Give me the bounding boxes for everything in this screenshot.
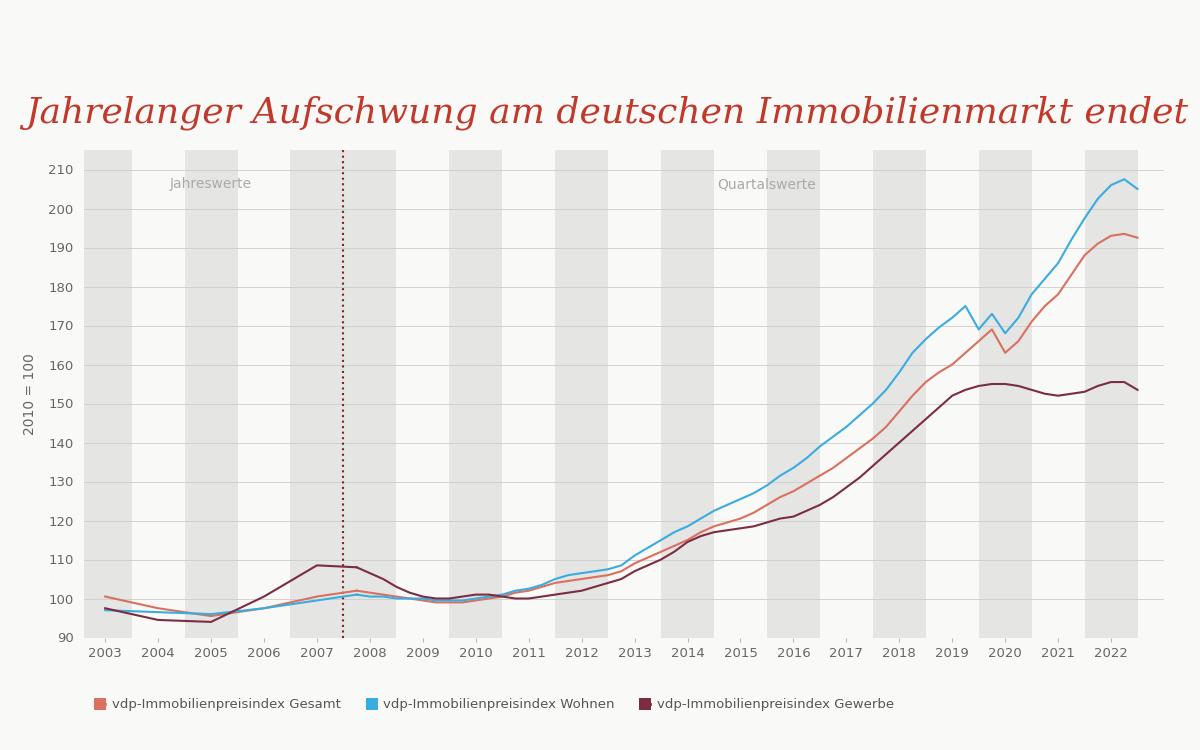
Bar — [872, 150, 925, 638]
Bar — [767, 150, 820, 638]
Text: Jahreswerte: Jahreswerte — [170, 177, 252, 191]
Bar — [79, 150, 132, 638]
Bar — [1085, 150, 1138, 638]
Text: Quartalswerte: Quartalswerte — [718, 177, 816, 191]
Bar — [449, 150, 503, 638]
Bar — [343, 150, 396, 638]
Bar — [661, 150, 714, 638]
Bar — [290, 150, 343, 638]
Legend: vdp-Immobilienpreisindex Gesamt, vdp-Immobilienpreisindex Wohnen, vdp-Immobilien: vdp-Immobilienpreisindex Gesamt, vdp-Imm… — [90, 693, 899, 716]
Bar — [979, 150, 1032, 638]
Bar — [185, 150, 238, 638]
Text: Jahrelanger Aufschwung am deutschen Immobilienmarkt endet: Jahrelanger Aufschwung am deutschen Immo… — [25, 95, 1188, 130]
Bar — [556, 150, 608, 638]
Y-axis label: 2010 = 100: 2010 = 100 — [23, 352, 37, 435]
